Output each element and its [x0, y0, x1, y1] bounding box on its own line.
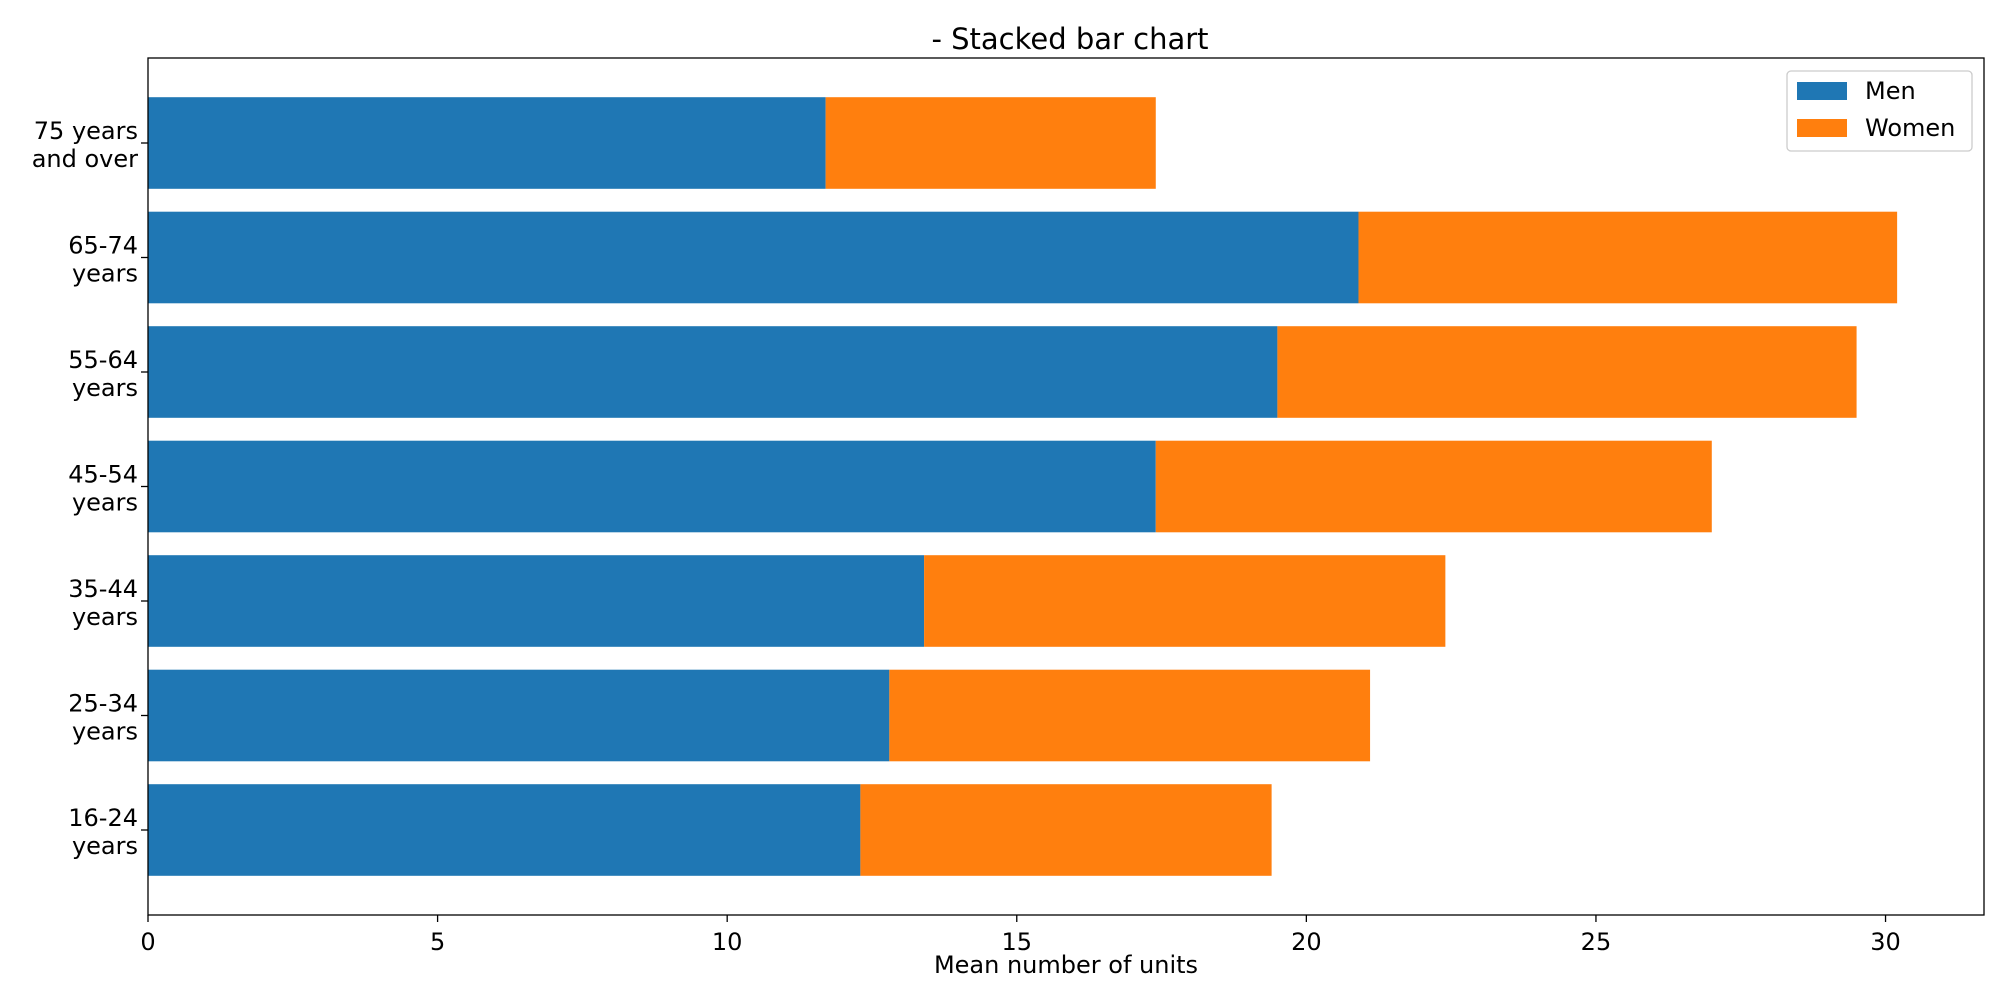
- x-tick-label-0: 0: [140, 928, 155, 956]
- x-tick-label-2: 10: [712, 928, 743, 956]
- x-axis-label: Mean number of units: [934, 951, 1198, 979]
- bar-men-0: [148, 784, 861, 876]
- y-tick-label-line: 75 years: [34, 117, 138, 145]
- bar-men-3: [148, 440, 1156, 533]
- y-tick-label-line: 65-74: [68, 232, 138, 260]
- legend-label-women: Women: [1865, 114, 1955, 142]
- bar-men-2: [148, 555, 925, 647]
- y-tick-label-line: 25-34: [68, 690, 138, 718]
- y-tick-label-line: 55-64: [68, 346, 138, 374]
- x-tick-label-3: 15: [1001, 928, 1032, 956]
- y-tick-label-6: 75 years and over: [32, 117, 138, 173]
- y-tick-label-line: years: [72, 718, 138, 746]
- x-tick-label-5: 25: [1581, 928, 1612, 956]
- legend-label-men: Men: [1865, 77, 1916, 105]
- bar-women-2: [924, 555, 1446, 647]
- y-tick-label-5: 65-74 years: [68, 232, 138, 288]
- y-tick-label-line: years: [72, 603, 138, 631]
- bar-women-6: [825, 97, 1156, 189]
- y-tick-label-4: 55-64 years: [68, 346, 138, 402]
- y-tick-label-line: years: [72, 489, 138, 517]
- y-tick-label-line: 16-24: [68, 804, 138, 832]
- bars-layer: [148, 97, 1898, 876]
- bar-women-1: [889, 669, 1371, 762]
- bar-men-4: [148, 326, 1278, 418]
- bar-women-5: [1358, 211, 1898, 304]
- y-tick-label-0: 16-24 years: [68, 804, 138, 860]
- x-tick-label-1: 5: [430, 928, 445, 956]
- bar-men-5: [148, 211, 1359, 304]
- legend-swatch-men: [1797, 82, 1847, 100]
- x-tick-label-6: 30: [1870, 928, 1901, 956]
- x-axis-ticks: 0 5 10 15 20 25 30: [140, 915, 1901, 956]
- y-tick-label-2: 35-44 years: [68, 575, 138, 631]
- chart-title: - Stacked bar chart: [931, 22, 1208, 56]
- y-tick-label-line: years: [72, 832, 138, 860]
- legend: Men Women: [1786, 70, 1973, 152]
- y-tick-label-line: years: [72, 260, 138, 288]
- y-tick-label-line: 45-54: [68, 461, 138, 489]
- bar-men-6: [148, 97, 826, 189]
- y-tick-label-line: 35-44: [68, 575, 138, 603]
- bar-women-0: [860, 784, 1272, 876]
- y-tick-label-1: 25-34 years: [68, 690, 138, 746]
- bar-men-1: [148, 669, 890, 762]
- y-tick-label-line: years: [72, 374, 138, 402]
- x-tick-label-4: 20: [1291, 928, 1322, 956]
- bar-women-4: [1277, 326, 1857, 418]
- legend-swatch-women: [1797, 119, 1847, 137]
- bar-women-3: [1155, 440, 1712, 533]
- y-tick-label-3: 45-54 years: [68, 461, 138, 517]
- y-tick-label-line: and over: [32, 145, 138, 173]
